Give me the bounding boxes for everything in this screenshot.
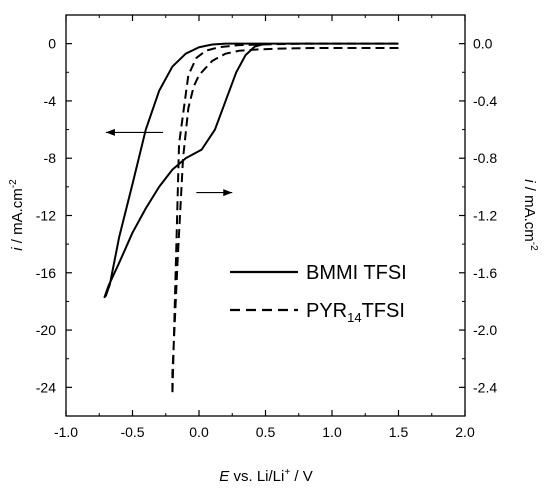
x-axis-title: E vs. Li/Li+ / V <box>219 467 312 485</box>
legend-label-pyr: PYR14TFSI <box>306 300 405 325</box>
x-tick-label: 1.5 <box>389 424 409 440</box>
annotation-layer <box>105 128 233 197</box>
y-axis-right-title: i / mA.cm-2 <box>521 179 539 251</box>
y-right-tick-label: -0.4 <box>473 93 497 109</box>
x-tick-label: 0.0 <box>189 424 209 440</box>
y-right-tick-label: -2.4 <box>473 379 497 395</box>
y-right-tick-label: -0.8 <box>473 150 497 166</box>
y-right-tick-label: 0.0 <box>473 36 493 52</box>
legend: BMMI TFSI PYR14TFSI <box>230 262 407 325</box>
y-left-tick-label: -8 <box>44 150 57 166</box>
y-left-tick-label: -24 <box>36 379 56 395</box>
y-left-tick-label: -16 <box>36 265 56 281</box>
y-left-tick-label: -20 <box>36 322 56 338</box>
y-left-tick-label: -12 <box>36 208 56 224</box>
x-tick-label: 2.0 <box>455 424 475 440</box>
series-line-pyr <box>171 42 399 396</box>
y-right-tick-label: -1.2 <box>473 208 497 224</box>
y-left-tick-label: 0 <box>48 36 56 52</box>
plot-frame <box>65 14 466 417</box>
series-line-bmmi <box>103 42 399 299</box>
y-axis-left-title: i / mA.cm-2 <box>8 179 26 251</box>
y-right-tick-label: -1.6 <box>473 265 497 281</box>
arrow-to-right-axis <box>196 189 233 197</box>
y-right-tick-label: -2.0 <box>473 322 497 338</box>
series-layer <box>103 42 399 396</box>
legend-label-bmmi: BMMI TFSI <box>306 262 407 284</box>
x-tick-label: -1.0 <box>54 424 78 440</box>
arrow-head <box>223 189 233 197</box>
arrow-head <box>105 128 115 136</box>
y-left-tick-label: -4 <box>44 93 57 109</box>
arrow-to-left-axis <box>105 128 164 136</box>
x-tick-label: -0.5 <box>120 424 144 440</box>
ticks-layer: -1.0 -0.5 0.0 0.5 1.0 1.5 2.0 0 -4 -8 -12 -16 -20 -24… <box>36 15 497 440</box>
x-tick-label: 0.5 <box>256 424 276 440</box>
x-tick-label: 1.0 <box>322 424 342 440</box>
